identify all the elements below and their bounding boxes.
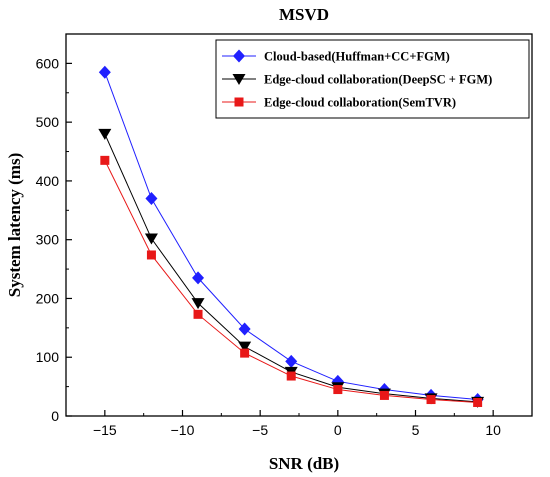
y-tick-label: 200	[36, 290, 60, 306]
data-point	[234, 97, 244, 107]
y-tick-label: 600	[36, 55, 60, 71]
data-point	[232, 74, 246, 85]
x-axis: −15 −10 −5 0 5 10	[93, 410, 501, 438]
legend-entry: Cloud-based(Huffman+CC+FGM)	[222, 49, 450, 64]
y-axis-label: System latency (ms)	[5, 153, 24, 297]
y-tick-label: 100	[36, 349, 60, 365]
x-tick-label: −10	[171, 422, 195, 438]
data-point	[238, 322, 251, 336]
data-point	[192, 271, 205, 285]
legend: Cloud-based(Huffman+CC+FGM) Edge-cloud co…	[215, 39, 530, 119]
data-point	[238, 341, 252, 353]
series-3	[100, 155, 483, 407]
legend-label: Edge-cloud collaboration(DeepSC + FGM)	[264, 73, 492, 87]
data-point	[333, 385, 343, 395]
data-point	[98, 128, 112, 140]
chart-title: MSVD	[279, 5, 329, 24]
data-point	[240, 348, 250, 358]
data-point	[286, 371, 296, 381]
x-tick-label: 5	[412, 422, 420, 438]
data-point	[100, 155, 110, 165]
legend-entry: Edge-cloud collaboration(SemTVR)	[222, 96, 456, 110]
y-tick-label: 400	[36, 173, 60, 189]
data-point	[191, 298, 205, 310]
x-tick-label: 0	[334, 422, 342, 438]
data-point	[144, 233, 158, 245]
legend-box	[215, 39, 530, 119]
legend-label: Cloud-based(Huffman+CC+FGM)	[264, 50, 450, 64]
series-line	[104, 72, 478, 401]
data-point	[473, 397, 483, 407]
y-tick-label: 0	[51, 408, 59, 424]
series-layer	[98, 65, 485, 408]
data-point	[426, 395, 436, 405]
data-point	[193, 309, 203, 319]
data-point	[145, 192, 158, 206]
legend-entry: Edge-cloud collaboration(DeepSC + FGM)	[222, 73, 492, 87]
legend-label: Edge-cloud collaboration(SemTVR)	[264, 96, 456, 110]
data-point	[98, 65, 111, 79]
x-tick-label: −15	[93, 422, 117, 438]
y-axis: 0 100 200 300 400 500 600	[36, 55, 72, 424]
data-point	[379, 390, 389, 400]
x-tick-label: −5	[252, 422, 268, 438]
data-point	[146, 250, 156, 260]
x-axis-label: SNR (dB)	[269, 454, 339, 473]
data-point	[285, 354, 298, 368]
y-tick-label: 300	[36, 232, 60, 248]
x-tick-label: 10	[485, 422, 501, 438]
y-tick-label: 500	[36, 114, 60, 130]
data-point	[233, 49, 245, 63]
